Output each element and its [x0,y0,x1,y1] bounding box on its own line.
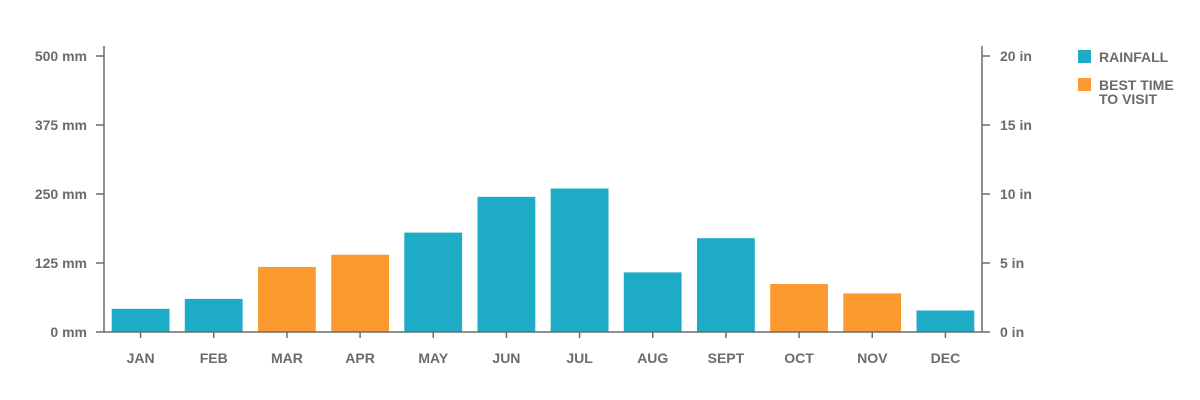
x-tick-label-apr: APR [345,350,375,366]
y-tick-label-right: 5 in [1000,255,1024,271]
legend-label-best-time: TO VISIT [1099,91,1158,107]
legend-label-best-time: BEST TIME [1099,77,1174,93]
x-tick-label-may: MAY [418,350,448,366]
y-tick-label-right: 10 in [1000,186,1032,202]
bar-sept [697,238,755,332]
x-tick-label-jan: JAN [127,350,155,366]
y-tick-label-left: 250 mm [35,186,87,202]
bars-group [111,188,975,332]
bar-feb [184,298,243,332]
x-tick-label-dec: DEC [931,350,961,366]
bar-jul [550,188,609,332]
legend-label-rainfall: RAINFALL [1099,49,1169,65]
y-tick-label-right: 20 in [1000,48,1032,64]
x-tick-label-jun: JUN [492,350,520,366]
y-tick-label-left: 375 mm [35,117,87,133]
legend-swatch-rainfall [1078,50,1091,63]
x-tick-label-sept: SEPT [708,350,745,366]
bar-apr [331,254,389,332]
axes-group: JAN FEB MAR APR MAY JUN JUL AUG SEPT OCT NOV DEC 0 m… [35,46,1032,366]
x-tick-label-feb: FEB [200,350,228,366]
bar-mar [258,266,316,332]
bar-aug [623,272,682,332]
x-tick-label-nov: NOV [857,350,888,366]
bar-dec [916,310,975,332]
x-tick-label-aug: AUG [637,350,668,366]
bar-may [404,232,463,332]
bar-oct [770,284,828,332]
x-tick-label-mar: MAR [271,350,303,366]
y-tick-label-left: 0 mm [50,324,87,340]
bar-jun [477,196,536,332]
x-tick-label-oct: OCT [784,350,814,366]
legend-swatch-best-time [1078,78,1091,91]
y-tick-label-left: 500 mm [35,48,87,64]
bar-jan [111,308,170,332]
x-tick-label-jul: JUL [566,350,593,366]
y-tick-label-right: 0 in [1000,324,1024,340]
y-tick-label-left: 125 mm [35,255,87,271]
bar-nov [843,293,902,332]
y-tick-label-right: 15 in [1000,117,1032,133]
